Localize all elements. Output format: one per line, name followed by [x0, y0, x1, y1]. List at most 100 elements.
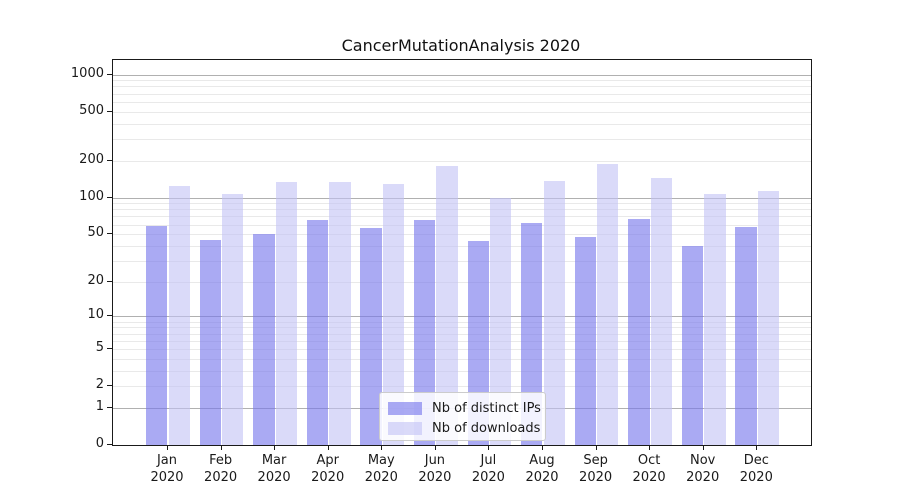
- y-tick-label: 50: [87, 225, 104, 241]
- gridline-minor: [113, 327, 811, 329]
- bar-nb-of-downloads: [168, 185, 190, 445]
- y-tick-label: 20: [87, 272, 104, 288]
- chart-title: CancerMutationAnalysis 2020: [341, 36, 581, 55]
- gridline-minor: [113, 281, 811, 283]
- gridline-minor: [113, 224, 811, 226]
- x-tick-year: 2020: [471, 470, 505, 485]
- legend-row: Nb of distinct IPs: [380, 398, 545, 418]
- legend-swatch-nb-of-distinct-ips: [388, 401, 422, 415]
- bar-nb-of-downloads: [543, 181, 565, 445]
- x-tick-month: Dec: [743, 453, 769, 468]
- gridline-major: [113, 316, 811, 318]
- gridline-major: [113, 74, 811, 76]
- y-tick-label: 100: [79, 188, 104, 204]
- x-axis-tick: [649, 445, 651, 450]
- y-axis-tick: [107, 196, 112, 198]
- bar-nb-of-downloads: [222, 193, 244, 445]
- gridline-minor: [113, 321, 811, 323]
- x-tick-month: Aug: [529, 453, 555, 468]
- gridline-minor: [113, 123, 811, 125]
- y-axis-tick: [107, 159, 112, 161]
- gridline-minor: [113, 260, 811, 262]
- x-axis-tick: [220, 445, 222, 450]
- y-tick-label: 10: [87, 307, 104, 323]
- x-tick-month: Jan: [156, 453, 178, 468]
- x-tick-year: 2020: [525, 470, 559, 485]
- bar-nb-of-distinct-ips: [628, 218, 650, 445]
- x-tick-month: Jul: [480, 453, 497, 468]
- gridline-minor: [113, 245, 811, 247]
- gridline-minor: [113, 160, 811, 162]
- x-axis-tick: [756, 445, 758, 450]
- x-tick-month: Oct: [637, 453, 661, 468]
- x-tick-label: Jan 2020: [135, 452, 199, 486]
- gridline-major: [113, 197, 811, 199]
- x-tick-label: Nov 2020: [671, 452, 735, 486]
- x-tick-year: 2020: [632, 470, 666, 485]
- legend-row: Nb of downloads: [380, 418, 545, 438]
- legend: Nb of distinct IPs Nb of downloads: [379, 392, 546, 441]
- x-tick-year: 2020: [150, 470, 184, 485]
- y-tick-label: 1000: [70, 65, 104, 81]
- bar-nb-of-distinct-ips: [735, 227, 757, 445]
- x-tick-label: Jul 2020: [456, 452, 520, 486]
- x-tick-label: Aug 2020: [510, 452, 574, 486]
- y-axis-tick: [107, 315, 112, 317]
- y-tick-label: 5: [95, 339, 104, 355]
- bar-nb-of-downloads: [757, 191, 780, 445]
- bar-nb-of-distinct-ips: [360, 228, 382, 445]
- x-tick-month: Sep: [583, 453, 608, 468]
- x-tick-month: Nov: [690, 453, 716, 468]
- gridline-minor: [113, 333, 811, 335]
- y-axis-tick: [107, 347, 112, 349]
- bar-nb-of-distinct-ips: [199, 239, 222, 445]
- gridline-minor: [113, 101, 811, 103]
- x-tick-year: 2020: [364, 470, 398, 485]
- bar-nb-of-distinct-ips: [253, 234, 275, 445]
- bar-nb-of-distinct-ips: [681, 245, 704, 445]
- y-tick-label: 200: [79, 151, 104, 167]
- x-tick-month: Apr: [316, 453, 339, 468]
- legend-label: Nb of distinct IPs: [432, 400, 541, 416]
- x-tick-year: 2020: [739, 470, 773, 485]
- gridline-minor: [113, 93, 811, 95]
- y-axis-tick: [107, 110, 112, 112]
- y-tick-label: 0: [95, 436, 104, 451]
- gridline-minor: [113, 80, 811, 82]
- x-tick-year: 2020: [686, 470, 720, 485]
- x-tick-label: May 2020: [349, 452, 413, 486]
- bar-nb-of-downloads: [275, 181, 297, 445]
- gridline-minor: [113, 216, 811, 218]
- bar-nb-of-downloads: [704, 193, 726, 445]
- x-tick-month: Jun: [424, 453, 446, 468]
- gridline-minor: [113, 386, 811, 388]
- gridline-minor: [113, 370, 811, 372]
- x-tick-label: Oct 2020: [617, 452, 681, 486]
- x-tick-month: May: [367, 453, 395, 468]
- bar-nb-of-downloads: [489, 197, 512, 445]
- x-tick-label: Mar 2020: [242, 452, 306, 486]
- y-axis-tick: [107, 73, 112, 75]
- y-tick-label: 500: [79, 102, 104, 118]
- plot-area: Nb of distinct IPs Nb of downloads: [112, 59, 812, 446]
- y-tick-label: 1: [95, 398, 104, 414]
- x-tick-month: Mar: [261, 453, 287, 468]
- x-tick-year: 2020: [257, 470, 291, 485]
- legend-swatch-nb-of-downloads: [388, 421, 422, 435]
- y-axis-tick: [107, 444, 112, 445]
- x-tick-year: 2020: [311, 470, 345, 485]
- bar-nb-of-downloads: [382, 183, 405, 445]
- bar-nb-of-distinct-ips: [574, 237, 597, 445]
- x-tick-month: Feb: [209, 453, 233, 468]
- gridline-minor: [113, 348, 811, 350]
- gridline-minor: [113, 203, 811, 205]
- x-tick-year: 2020: [418, 470, 452, 485]
- x-tick-year: 2020: [204, 470, 238, 485]
- x-axis-tick: [381, 445, 383, 450]
- bar-nb-of-downloads: [329, 181, 351, 445]
- bar-nb-of-distinct-ips: [146, 226, 168, 445]
- y-axis-tick: [107, 385, 112, 387]
- x-axis-tick: [274, 445, 276, 450]
- x-axis-tick: [434, 445, 436, 450]
